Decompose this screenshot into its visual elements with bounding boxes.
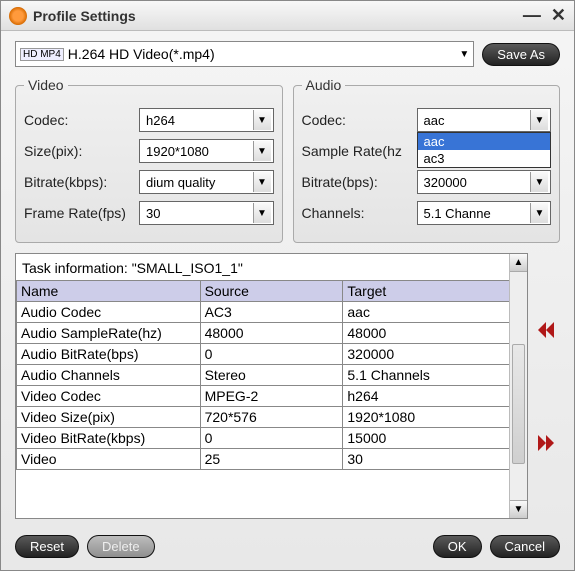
reset-button[interactable]: Reset [15, 535, 79, 558]
minimize-button[interactable]: — [523, 5, 541, 26]
table-cell: Audio Codec [17, 302, 201, 323]
table-cell: Audio Channels [17, 365, 201, 386]
table-cell: 48000 [200, 323, 343, 344]
cancel-button[interactable]: Cancel [490, 535, 560, 558]
footer: Reset Delete OK Cancel [1, 527, 574, 570]
settings-panels: Video Codec: h264▼ Size(pix): 1920*1080▼… [1, 73, 574, 253]
table-cell: Stereo [200, 365, 343, 386]
audio-codec-select[interactable]: aac▼ aac ac3 [417, 108, 552, 132]
video-framerate-label: Frame Rate(fps) [24, 205, 139, 221]
close-button[interactable]: ✕ [551, 5, 566, 26]
col-target: Target [343, 281, 527, 302]
chevron-down-icon: ▼ [253, 203, 271, 223]
table-row: Video CodecMPEG-2h264 [17, 386, 527, 407]
table-cell: 720*576 [200, 407, 343, 428]
table-cell: Audio SampleRate(hz) [17, 323, 201, 344]
video-size-select[interactable]: 1920*1080▼ [139, 139, 274, 163]
video-size-label: Size(pix): [24, 143, 139, 159]
table-cell: Audio BitRate(bps) [17, 344, 201, 365]
app-icon [9, 7, 27, 25]
scroll-up-button[interactable]: ▲ [510, 254, 527, 272]
audio-channels-label: Channels: [302, 205, 417, 221]
chevron-down-icon: ▼ [530, 203, 548, 223]
chevron-down-icon: ▼ [459, 49, 469, 60]
task-area: Task information: "SMALL_ISO1_1" Name So… [1, 253, 574, 527]
save-as-button[interactable]: Save As [482, 43, 560, 66]
video-framerate-select[interactable]: 30▼ [139, 201, 274, 225]
profile-row: HD MP4 H.264 HD Video(*.mp4) ▼ Save As [1, 31, 574, 73]
table-row: Audio CodecAC3aac [17, 302, 527, 323]
table-cell: aac [343, 302, 527, 323]
table-row: Video BitRate(kbps)015000 [17, 428, 527, 449]
table-cell: 15000 [343, 428, 527, 449]
profile-select[interactable]: HD MP4 H.264 HD Video(*.mp4) ▼ [15, 41, 474, 67]
window-title: Profile Settings [33, 8, 513, 24]
audio-legend: Audio [302, 77, 346, 93]
scroll-thumb[interactable] [512, 344, 525, 464]
chevron-down-icon: ▼ [530, 110, 548, 130]
chevron-down-icon: ▼ [253, 141, 271, 161]
vertical-scrollbar[interactable]: ▲ ▼ [509, 254, 527, 518]
video-bitrate-label: Bitrate(kbps): [24, 174, 139, 190]
table-cell: AC3 [200, 302, 343, 323]
audio-codec-dropdown: aac ac3 [417, 132, 552, 168]
video-codec-label: Codec: [24, 112, 139, 128]
chevron-down-icon: ▼ [530, 172, 548, 192]
table-cell: Video Size(pix) [17, 407, 201, 428]
table-cell: 320000 [343, 344, 527, 365]
prev-task-icon[interactable] [534, 320, 558, 340]
profile-text: H.264 HD Video(*.mp4) [68, 46, 460, 62]
task-nav [532, 253, 560, 519]
table-cell: Video [17, 449, 201, 470]
dropdown-option-aac[interactable]: aac [418, 133, 551, 150]
table-cell: Video BitRate(kbps) [17, 428, 201, 449]
table-row: Audio BitRate(bps)0320000 [17, 344, 527, 365]
task-table: Name Source Target Audio CodecAC3aacAudi… [16, 280, 527, 470]
chevron-down-icon: ▼ [253, 110, 271, 130]
table-cell: Video Codec [17, 386, 201, 407]
table-cell: 1920*1080 [343, 407, 527, 428]
audio-bitrate-label: Bitrate(bps): [302, 174, 417, 190]
audio-channels-select[interactable]: 5.1 Channe▼ [417, 201, 552, 225]
table-row: Audio ChannelsStereo5.1 Channels [17, 365, 527, 386]
table-cell: h264 [343, 386, 527, 407]
scroll-down-button[interactable]: ▼ [510, 500, 527, 518]
table-cell: 0 [200, 344, 343, 365]
video-codec-select[interactable]: h264▼ [139, 108, 274, 132]
video-legend: Video [24, 77, 68, 93]
profile-format-icon: HD MP4 [20, 48, 64, 61]
chevron-down-icon: ▼ [253, 172, 271, 192]
table-cell: 25 [200, 449, 343, 470]
video-panel: Video Codec: h264▼ Size(pix): 1920*1080▼… [15, 77, 283, 243]
table-cell: 5.1 Channels [343, 365, 527, 386]
table-cell: MPEG-2 [200, 386, 343, 407]
audio-bitrate-select[interactable]: 320000▼ [417, 170, 552, 194]
col-name: Name [17, 281, 201, 302]
profile-settings-window: Profile Settings — ✕ HD MP4 H.264 HD Vid… [0, 0, 575, 571]
table-row: Audio SampleRate(hz)4800048000 [17, 323, 527, 344]
table-cell: 30 [343, 449, 527, 470]
table-cell: 48000 [343, 323, 527, 344]
ok-button[interactable]: OK [433, 535, 482, 558]
delete-button[interactable]: Delete [87, 535, 155, 558]
audio-codec-label: Codec: [302, 112, 417, 128]
dropdown-option-ac3[interactable]: ac3 [418, 150, 551, 167]
col-source: Source [200, 281, 343, 302]
table-row: Video Size(pix)720*5761920*1080 [17, 407, 527, 428]
next-task-icon[interactable] [534, 433, 558, 453]
titlebar: Profile Settings — ✕ [1, 1, 574, 31]
audio-samplerate-label: Sample Rate(hz [302, 143, 417, 159]
table-row: Video2530 [17, 449, 527, 470]
audio-panel: Audio Codec: aac▼ aac ac3 Sample Rate(hz… [293, 77, 561, 243]
task-table-wrap: Task information: "SMALL_ISO1_1" Name So… [15, 253, 528, 519]
table-cell: 0 [200, 428, 343, 449]
task-info-title: Task information: "SMALL_ISO1_1" [16, 254, 527, 280]
video-bitrate-select[interactable]: dium quality▼ [139, 170, 274, 194]
